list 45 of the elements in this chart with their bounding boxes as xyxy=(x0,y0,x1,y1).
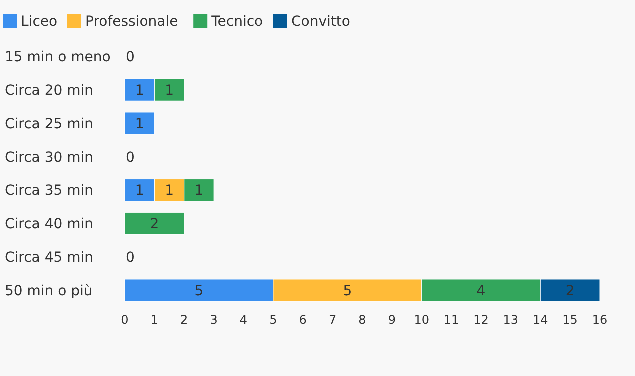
x-tick-label: 16 xyxy=(592,313,608,328)
x-tick-label: 7 xyxy=(328,313,337,328)
data-label: 1 xyxy=(165,183,174,200)
x-tick-label: 12 xyxy=(474,313,489,328)
legend-label: Convitto xyxy=(292,14,350,30)
x-tick-label: 6 xyxy=(299,313,307,328)
legend-label: Liceo xyxy=(21,14,58,30)
data-label: 2 xyxy=(566,283,575,300)
x-tick-label: 9 xyxy=(388,313,396,328)
data-label: 1 xyxy=(135,83,144,99)
data-label: 5 xyxy=(343,283,352,300)
x-tick-label: 2 xyxy=(180,313,188,328)
y-tick-label: 50 min o più xyxy=(5,283,93,300)
data-label: 4 xyxy=(476,283,486,300)
total-label: 0 xyxy=(126,50,135,66)
total-label: 0 xyxy=(126,250,135,266)
data-label: 1 xyxy=(165,83,174,99)
y-tick-label: 15 min o meno xyxy=(5,50,111,66)
y-tick-label: Circa 40 min xyxy=(5,216,94,233)
y-tick-label: Circa 25 min xyxy=(5,116,94,132)
data-label: 1 xyxy=(135,116,144,132)
x-tick-label: 10 xyxy=(414,313,430,328)
x-tick-label: 13 xyxy=(503,313,519,328)
data-label: 5 xyxy=(194,283,204,300)
y-tick-label: Circa 30 min xyxy=(5,150,94,166)
y-tick-label: Circa 35 min xyxy=(5,183,94,200)
x-tick-label: 8 xyxy=(358,313,366,328)
x-tick-label: 3 xyxy=(210,313,218,328)
y-tick-label: Circa 45 min xyxy=(5,250,94,266)
total-label: 0 xyxy=(126,150,135,166)
legend-label: Tecnico xyxy=(210,14,264,30)
x-tick-label: 1 xyxy=(150,313,159,328)
x-tick-label: 4 xyxy=(240,313,248,328)
y-tick-label: Circa 20 min xyxy=(5,83,94,99)
bar xyxy=(124,112,155,135)
x-tick-label: 5 xyxy=(270,313,278,328)
data-label: 1 xyxy=(135,183,144,200)
data-label: 2 xyxy=(150,216,160,233)
data-label: 1 xyxy=(194,183,204,200)
x-tick-label: 11 xyxy=(444,313,460,328)
legend-label: Professionale xyxy=(86,14,178,30)
bar xyxy=(124,212,185,235)
x-tick-label: 14 xyxy=(532,313,548,328)
x-tick-label: 15 xyxy=(562,313,578,328)
x-tick-label: 0 xyxy=(121,313,129,328)
